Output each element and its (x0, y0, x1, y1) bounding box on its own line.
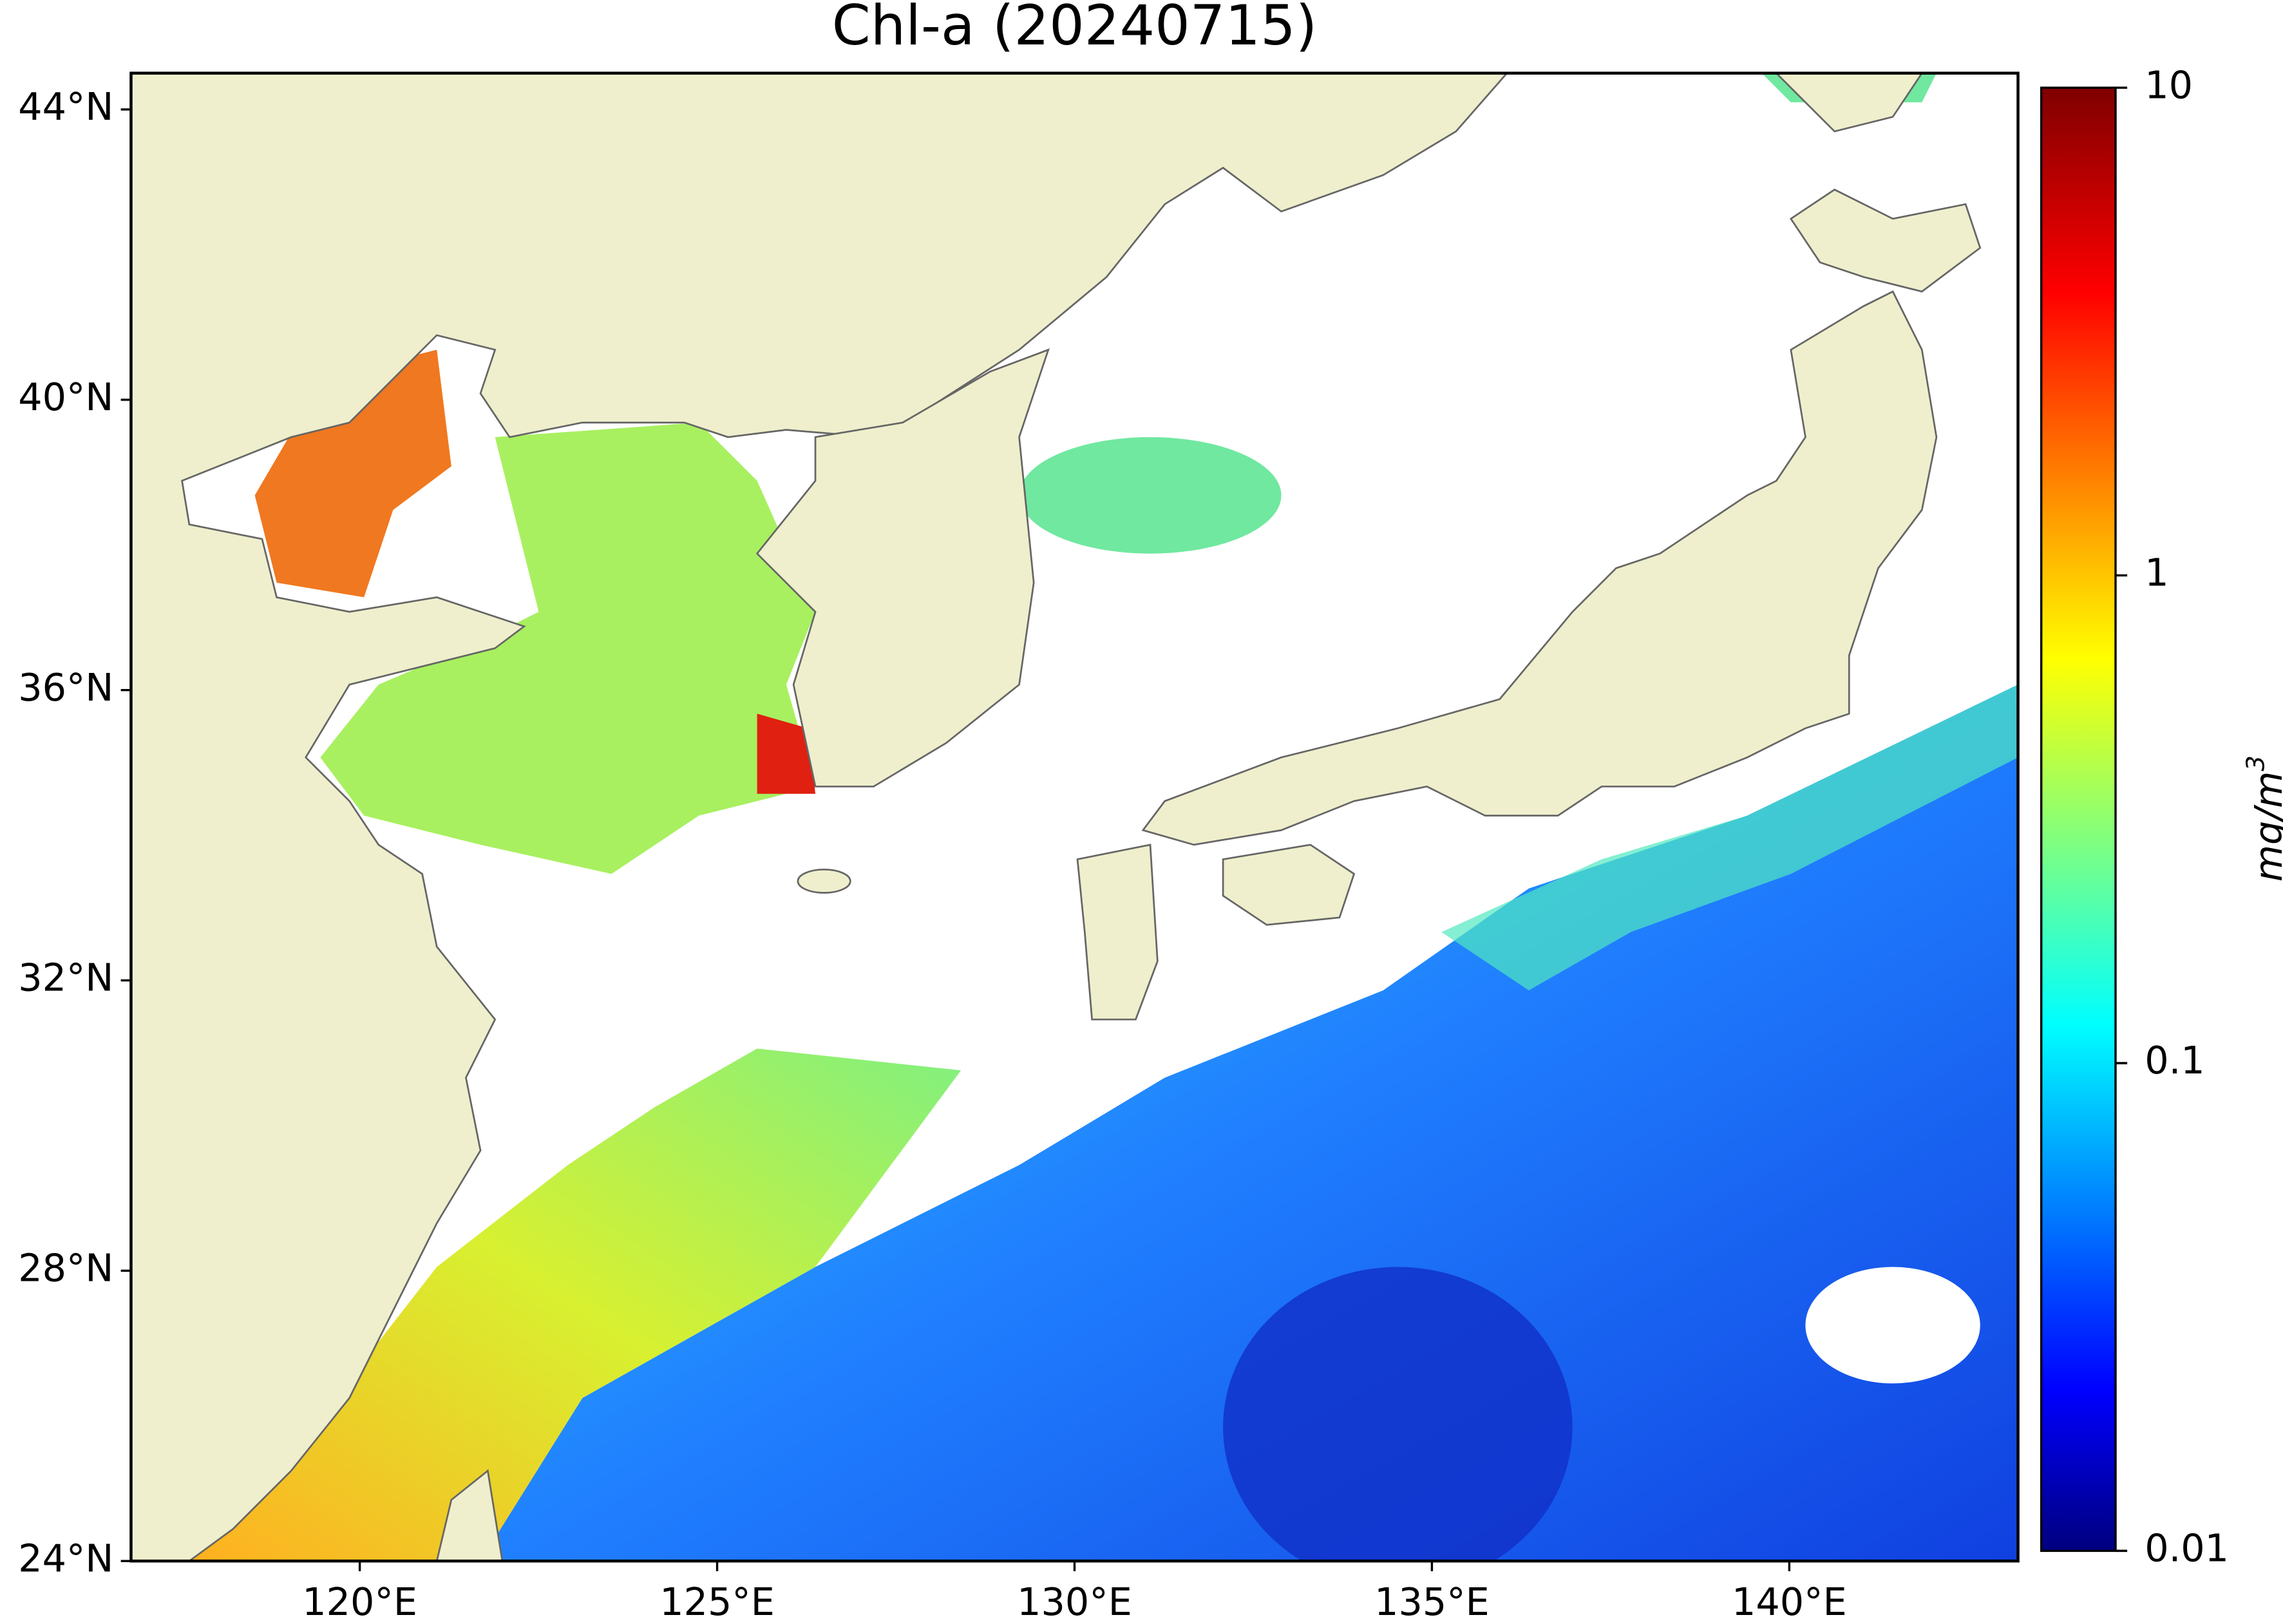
x-tick-label: 140°E (1732, 1580, 1847, 1624)
china (131, 73, 1508, 1562)
chl-yellow-sea (320, 422, 816, 874)
map-area (131, 73, 2018, 1562)
x-tick-label: 120°E (302, 1580, 417, 1624)
chl-kuroshio (1441, 685, 2018, 990)
taiwan (435, 1469, 504, 1562)
colorbar-label-text: mg/m (2246, 771, 2283, 882)
map-title: Chl-a (20240715) (832, 0, 1318, 58)
honshu (1141, 290, 1938, 846)
y-tick-label: 32°N (18, 956, 113, 1000)
sakhalin (1775, 73, 1923, 133)
jeju (797, 868, 851, 894)
colorbar-tick-label: 0.1 (2145, 1038, 2204, 1082)
colorbar-tick-label: 1 (2145, 551, 2168, 595)
y-tick-label: 36°N (18, 665, 113, 710)
shikoku (1222, 844, 1356, 926)
chl-east-china-sea (189, 1048, 962, 1562)
chl-coast-red (757, 713, 816, 794)
chl-japan-sea (1019, 437, 1282, 554)
hokkaido (1789, 188, 1982, 293)
chl-low (1223, 1267, 1573, 1562)
colorbar-tick-label: 10 (2145, 62, 2193, 107)
colorbar-tick-label: 0.01 (2145, 1525, 2229, 1570)
cloud (1805, 1267, 1980, 1384)
y-tick-label: 40°N (18, 375, 113, 419)
korea (755, 348, 1050, 788)
y-tick-label: 28°N (18, 1245, 113, 1290)
x-tick-label: 130°E (1017, 1580, 1132, 1624)
y-tick-label: 24°N (18, 1536, 113, 1580)
y-tick-label: 44°N (18, 84, 113, 129)
kyushu (1076, 844, 1159, 1021)
x-tick-label: 135°E (1374, 1580, 1490, 1624)
x-tick-label: 125°E (659, 1580, 775, 1624)
colorbar-label: mg/m3 (2241, 755, 2283, 882)
colorbar (2040, 86, 2117, 1553)
colorbar-label-superscript: 3 (2241, 755, 2270, 771)
